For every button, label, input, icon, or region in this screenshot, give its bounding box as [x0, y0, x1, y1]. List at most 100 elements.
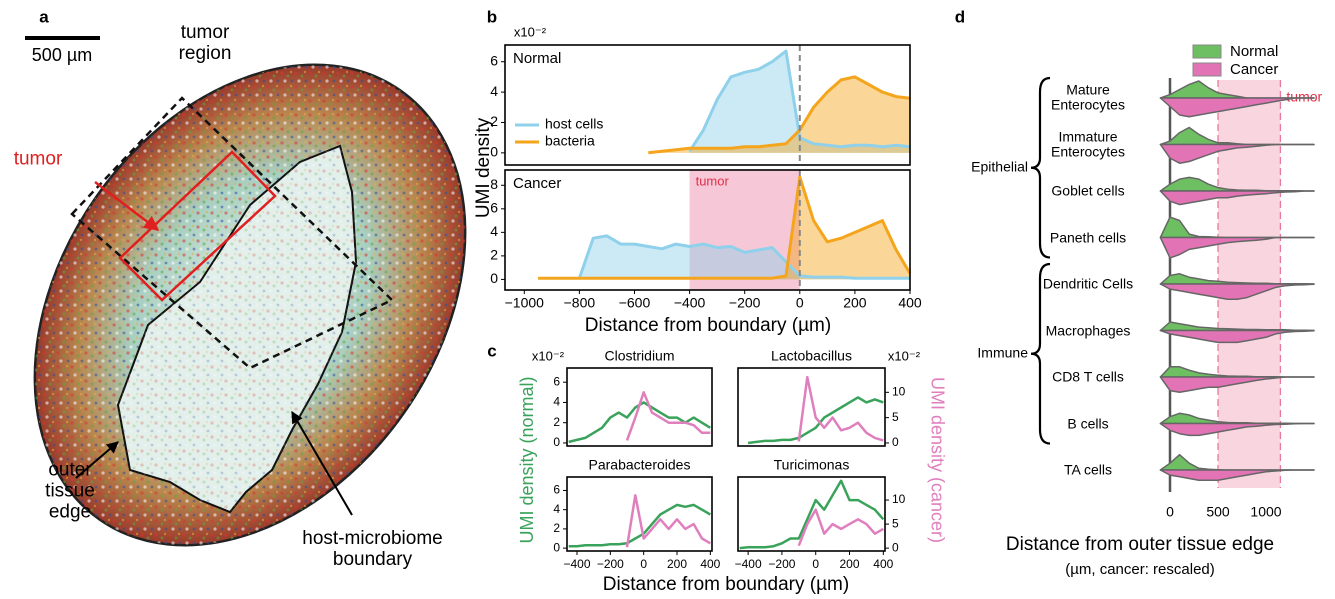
x-tick-label: 500 [1206, 504, 1230, 520]
y-tick-label: 0 [490, 144, 498, 160]
x-tick-label: 200 [667, 557, 687, 571]
scale-bar-label: 500 µm [32, 45, 92, 65]
y2-tick-label: 10 [892, 492, 906, 506]
y-multiplier: x10⁻² [514, 24, 547, 39]
group-brace [1030, 262, 1051, 445]
category-label: Immature Enterocytes [1051, 128, 1125, 160]
chart-title: Clostridium [604, 348, 674, 364]
panel-label: d [955, 7, 965, 26]
line [648, 75, 911, 155]
y-tick-label: 0 [553, 435, 560, 449]
x-tick-label: −200 [729, 295, 761, 311]
line [568, 503, 711, 548]
area [538, 177, 910, 280]
y2label: UMI density (cancer) [927, 377, 947, 543]
panel-label: b [487, 7, 497, 26]
y-tick-label: 4 [553, 395, 560, 409]
legend-label: Normal [1230, 43, 1278, 60]
violin-half [1159, 143, 1315, 164]
x-tick-label: −200 [768, 557, 795, 571]
line [739, 479, 885, 550]
violin-half [1159, 469, 1315, 481]
violin-half [1159, 236, 1315, 259]
ylabel: UMI density [473, 117, 494, 218]
y-multiplier: x10⁻² [532, 348, 565, 363]
plot-frame [504, 44, 911, 166]
y-tick-label: 6 [490, 52, 498, 68]
y-tick-label: 0 [490, 270, 498, 286]
violin-half [1159, 190, 1315, 206]
plot-frame [566, 476, 713, 552]
x-tick-label: −200 [597, 557, 624, 571]
x-tick-label: 0 [640, 557, 647, 571]
shade-region [689, 170, 800, 290]
chart-title: Turicimonas [774, 457, 850, 473]
y-tick-label: 8 [490, 176, 498, 192]
x-tick-label: 200 [843, 295, 867, 311]
legend-label: host cells [545, 116, 603, 132]
y-tick-label: 0 [553, 540, 560, 554]
violin-half [1159, 283, 1315, 301]
xlabel: Distance from boundary (µm) [603, 574, 849, 595]
x-tick-label: −400 [674, 295, 706, 311]
x-tick-label: −400 [735, 557, 762, 571]
line [538, 175, 912, 280]
shade-label: tumor [696, 173, 730, 188]
x-tick-label: 1000 [1250, 504, 1281, 520]
y2-tick-label: 10 [892, 384, 906, 398]
violin-half [1159, 376, 1315, 394]
x-tick-label: −1000 [505, 295, 545, 311]
chart-title: Lactobacillus [771, 348, 852, 364]
group-label: Epithelial [971, 158, 1028, 174]
x-tick-label: 0 [1166, 504, 1174, 520]
x-tick-label: 0 [812, 557, 819, 571]
y-tick-label: 2 [490, 113, 498, 129]
line [625, 391, 711, 441]
annotation: tumor [13, 148, 63, 170]
y2-tick-label: 5 [892, 516, 899, 530]
y-tick-label: 4 [490, 83, 498, 99]
area [689, 51, 910, 153]
y-tick-label: 6 [553, 374, 560, 388]
y-tick-label: 4 [553, 502, 560, 516]
panel-label: c [487, 341, 496, 360]
plot-frame [737, 367, 886, 447]
category-label: Dendritic Cells [1042, 275, 1134, 292]
category-label: Macrophages [1045, 321, 1131, 338]
line [747, 396, 884, 445]
line [797, 508, 884, 547]
y-tick-label: 6 [553, 483, 560, 497]
legend-swatch [1192, 62, 1222, 77]
legend-swatch [1192, 44, 1222, 59]
violin-half [1159, 329, 1315, 344]
x-tick-label: 400 [873, 557, 893, 571]
category-label: Mature Enterocytes [1051, 81, 1125, 113]
x-tick-label: 400 [898, 295, 922, 311]
line [577, 234, 910, 280]
y2-multiplier: x10⁻² [888, 348, 921, 363]
ylabel: UMI density (normal) [517, 376, 537, 543]
x-axis-subtitle: (µm, cancer: rescaled) [1065, 561, 1215, 578]
x-tick-label: 200 [840, 557, 860, 571]
y-tick-label: 6 [490, 200, 498, 216]
area [579, 235, 910, 280]
category-label: Paneth cells [1049, 228, 1127, 245]
plot-frame [504, 169, 911, 291]
annotation: host-microbiome boundary [302, 528, 443, 570]
violin-half [1159, 97, 1315, 118]
category-label: Goblet cells [1051, 182, 1125, 199]
x-tick-label: −600 [619, 295, 651, 311]
chart-label: Cancer [513, 175, 561, 192]
y-tick-label: 2 [553, 521, 560, 535]
plot-frame [566, 367, 713, 447]
annotation: tumor region [178, 22, 232, 64]
group-label: Immune [977, 344, 1028, 360]
violin-half [1159, 422, 1315, 437]
y-tick-label: 4 [490, 223, 498, 239]
y2-tick-label: 0 [892, 540, 899, 554]
area [648, 76, 910, 153]
shade-label: tumor [1286, 89, 1322, 105]
panel-label: a [39, 7, 49, 26]
legend-label: bacteria [545, 133, 595, 149]
